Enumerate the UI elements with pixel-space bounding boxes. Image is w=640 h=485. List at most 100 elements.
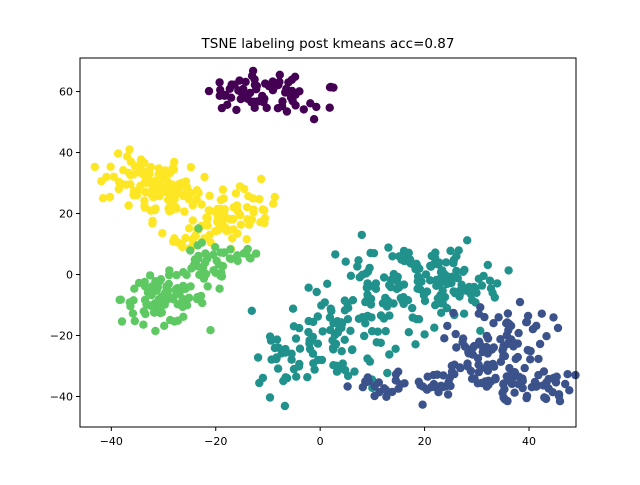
scatter-point bbox=[288, 304, 298, 313]
scatter-point bbox=[348, 296, 358, 305]
scatter-point bbox=[229, 214, 238, 224]
scatter-point bbox=[347, 345, 357, 355]
scatter-point bbox=[537, 309, 546, 318]
scatter-point bbox=[523, 311, 533, 321]
scatter-point bbox=[515, 297, 525, 307]
scatter-point bbox=[522, 393, 531, 403]
scatter-point bbox=[418, 400, 427, 409]
chart-title: TSNE labeling post kmeans acc=0.87 bbox=[201, 36, 455, 52]
scatter-point bbox=[360, 331, 369, 341]
scatter-point bbox=[215, 284, 224, 293]
scatter-point bbox=[534, 354, 543, 364]
scatter-point bbox=[340, 296, 349, 305]
scatter-point bbox=[281, 348, 290, 357]
scatter-point bbox=[239, 249, 248, 258]
scatter-point bbox=[236, 94, 245, 104]
scatter-point bbox=[160, 321, 169, 330]
scatter-point bbox=[325, 103, 334, 112]
scatter-point bbox=[198, 298, 207, 308]
scatter-point bbox=[453, 274, 462, 283]
scatter-point bbox=[98, 194, 108, 203]
scatter-point bbox=[328, 336, 337, 345]
scatter-point bbox=[369, 249, 379, 258]
scatter-point bbox=[343, 315, 353, 324]
scatter-point bbox=[381, 385, 391, 395]
scatter-point bbox=[258, 205, 267, 214]
scatter-point bbox=[337, 318, 346, 327]
scatter-point bbox=[434, 388, 443, 397]
scatter-point bbox=[563, 370, 572, 379]
scatter-point bbox=[218, 185, 228, 194]
scatter-point bbox=[430, 323, 439, 332]
scatter-point bbox=[317, 355, 327, 365]
scatter-point bbox=[524, 346, 533, 355]
scatter-point bbox=[510, 388, 519, 397]
scatter-point bbox=[414, 274, 424, 283]
scatter-point bbox=[477, 378, 486, 388]
scatter-point bbox=[272, 353, 281, 362]
scatter-point bbox=[196, 291, 206, 301]
scatter-point bbox=[439, 269, 449, 278]
scatter-point bbox=[190, 255, 200, 264]
scatter-point bbox=[331, 250, 340, 259]
scatter-point bbox=[140, 282, 150, 291]
scatter-point bbox=[447, 361, 456, 370]
scatter-point bbox=[211, 243, 220, 252]
scatter-point bbox=[251, 249, 261, 258]
scatter-point bbox=[213, 226, 222, 235]
scatter-point bbox=[491, 374, 500, 384]
scatter-point bbox=[200, 172, 209, 182]
scatter-point bbox=[376, 311, 386, 320]
scatter-point bbox=[203, 282, 212, 291]
scatter-point bbox=[340, 335, 349, 344]
scatter-point bbox=[513, 352, 522, 362]
scatter-point bbox=[535, 339, 545, 349]
scatter-point bbox=[234, 86, 243, 95]
scatter-point bbox=[169, 193, 179, 202]
scatter-point bbox=[197, 200, 206, 209]
scatter-point bbox=[244, 192, 253, 201]
scatter-point bbox=[396, 380, 405, 389]
scatter-point bbox=[446, 246, 455, 255]
scatter-point bbox=[252, 85, 261, 94]
scatter-point bbox=[514, 380, 523, 389]
scatter-point bbox=[165, 207, 174, 216]
scatter-point bbox=[183, 184, 192, 193]
scatter-point bbox=[362, 378, 371, 387]
scatter-point bbox=[340, 306, 350, 315]
scatter-point bbox=[437, 308, 446, 317]
scatter-point bbox=[146, 162, 156, 172]
scatter-point bbox=[281, 373, 290, 382]
scatter-point bbox=[483, 334, 493, 343]
scatter-point bbox=[145, 271, 155, 280]
scatter-point bbox=[168, 163, 177, 172]
scatter-point bbox=[442, 279, 452, 289]
y-axis: −40 −20 0 20 40 60 bbox=[50, 86, 80, 404]
scatter-point bbox=[365, 357, 375, 366]
scatter-point bbox=[430, 253, 440, 263]
scatter-point bbox=[299, 105, 308, 114]
scatter-point bbox=[476, 303, 485, 312]
scatter-point bbox=[139, 320, 148, 329]
scatter-point bbox=[483, 360, 492, 369]
scatter-point bbox=[313, 339, 323, 348]
scatter-point bbox=[312, 287, 321, 297]
scatter-point bbox=[146, 288, 156, 297]
scatter-point bbox=[326, 82, 335, 92]
scatter-point bbox=[484, 376, 493, 385]
scatter-point bbox=[225, 84, 234, 94]
scatter-point bbox=[328, 343, 338, 353]
scatter-point bbox=[408, 303, 417, 313]
scatter-point bbox=[329, 361, 338, 370]
scatter-point bbox=[370, 391, 379, 401]
scatter-point bbox=[493, 279, 502, 288]
scatter-point bbox=[510, 368, 520, 378]
scatter-point bbox=[170, 317, 179, 326]
scatter-point bbox=[422, 287, 432, 296]
scatter-point bbox=[242, 235, 251, 244]
scatter-point bbox=[178, 242, 187, 252]
scatter-point bbox=[383, 368, 392, 378]
scatter-point bbox=[433, 294, 443, 303]
scatter-point bbox=[499, 341, 508, 351]
x-tick-label: −40 bbox=[100, 435, 123, 448]
